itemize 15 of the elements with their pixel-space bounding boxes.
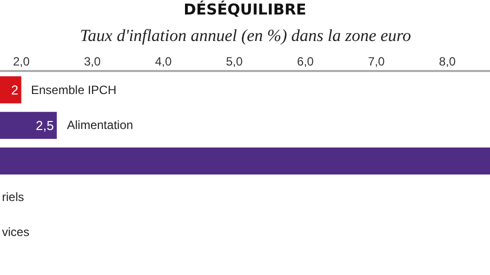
y-tick-label: Alimentation <box>67 118 134 132</box>
chart-title: DÉSÉQUILIBRE <box>184 0 306 18</box>
x-tick-label: 8,0 <box>439 54 456 68</box>
x-tick-label: 2,0 <box>12 54 30 68</box>
x-tick-label: 6,0 <box>297 54 314 68</box>
x-tick-label: 7,0 <box>368 54 386 68</box>
chart-subtitle: Taux d'inflation annuel (en %) dans la zone euro <box>80 26 412 45</box>
y-tick-label: riels <box>2 190 24 204</box>
x-tick-label: 4,0 <box>154 54 172 68</box>
x-tick-label: 5,0 <box>226 54 244 68</box>
data-label: 2 <box>11 82 18 98</box>
y-tick-label: Ensemble IPCH <box>31 83 116 97</box>
data-label: 2,5 <box>36 118 54 133</box>
x-tick-label: 3,0 <box>84 54 101 68</box>
y-tick-label: vices <box>2 225 30 239</box>
